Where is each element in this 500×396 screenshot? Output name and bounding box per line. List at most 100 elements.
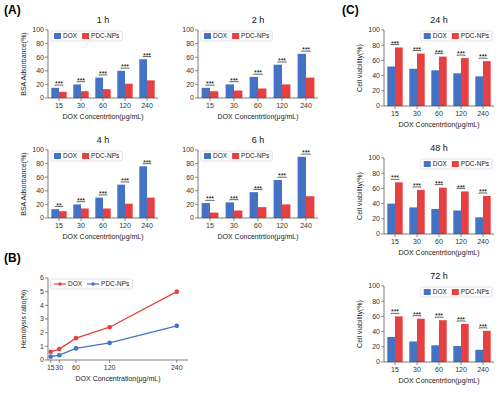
x-tick — [461, 362, 462, 365]
x-axis-line — [384, 234, 494, 235]
significance-label: *** — [121, 177, 129, 184]
x-axis-line — [384, 106, 494, 107]
x-tick — [103, 218, 104, 221]
y-tick — [381, 331, 384, 332]
significance-label: *** — [479, 323, 487, 330]
x-tick-label: 30 — [413, 110, 421, 117]
x-axis-line — [198, 98, 318, 99]
y-axis-line — [48, 150, 49, 218]
bar — [274, 65, 282, 98]
x-tick-label: 240 — [477, 238, 489, 245]
y-axis-line — [384, 158, 385, 234]
chart-title: 72 h — [430, 271, 448, 281]
x-tick-label: 120 — [455, 110, 467, 117]
bar — [210, 91, 218, 98]
bar — [125, 84, 133, 98]
x-tick — [81, 218, 82, 221]
bar — [298, 54, 306, 98]
significance-label: *** — [143, 159, 151, 166]
bar — [95, 198, 103, 218]
bar — [139, 166, 147, 218]
x-tick — [210, 218, 211, 221]
y-tick-label: 60 — [36, 54, 44, 61]
y-tick-label: 100 — [368, 282, 380, 289]
x-tick-label: 30 — [230, 222, 238, 229]
significance-label: *** — [99, 70, 107, 77]
y-tick — [381, 30, 384, 31]
y-tick — [381, 60, 384, 61]
chart: 020406080100***************1530601202402… — [342, 3, 494, 129]
significance-label: *** — [77, 77, 85, 84]
y-tick-label: 80 — [372, 42, 380, 49]
y-tick — [195, 218, 198, 219]
bar — [417, 54, 425, 106]
bar — [258, 88, 266, 98]
bar — [461, 58, 469, 106]
legend-label: DOX — [213, 32, 228, 39]
x-tick — [417, 234, 418, 237]
plot-annotations: *************** — [391, 174, 487, 195]
legend-swatch — [204, 33, 211, 39]
x-axis-label: DOX Concentrtion(μg/mL) — [398, 121, 479, 129]
bar — [250, 192, 258, 218]
legend: DOXPDC-NPs — [421, 287, 492, 297]
significance-label: *** — [457, 184, 465, 191]
significance-label: *** — [479, 53, 487, 60]
y-tick — [45, 278, 48, 279]
x-axis-label: DOX Concentrtion(μg/mL) — [217, 113, 298, 121]
y-tick-label: 80 — [36, 40, 44, 47]
x-tick-label: 240 — [141, 222, 153, 229]
panel-label: (B) — [4, 251, 21, 265]
x-tick — [282, 98, 283, 101]
point — [74, 346, 79, 351]
bar — [439, 320, 447, 362]
legend: DOXPDC-NPs — [51, 279, 132, 289]
bar — [73, 204, 81, 218]
plot-marks — [51, 59, 154, 98]
bar — [461, 191, 469, 234]
y-tick-label: 0 — [376, 230, 380, 237]
x-tick-label: 15 — [47, 364, 55, 371]
bar — [147, 80, 155, 98]
legend-frame — [51, 279, 132, 289]
y-axis-label: BSA Adsorbance(%) — [20, 152, 28, 215]
bar — [461, 324, 469, 362]
y-axis-label: Cell viability(%) — [356, 172, 364, 220]
legend-label: DOX — [63, 32, 78, 39]
x-tick — [483, 106, 484, 109]
y-tick-label: 20 — [186, 81, 194, 88]
bar — [395, 47, 403, 106]
y-tick-label: 60 — [372, 57, 380, 64]
x-tick — [234, 218, 235, 221]
x-axis-line — [48, 218, 158, 219]
chart: 0123456153060120240DOX Concentration(μg/… — [4, 251, 188, 383]
x-axis-line — [198, 218, 318, 219]
significance-label: *** — [435, 49, 443, 56]
y-tick — [381, 234, 384, 235]
y-tick-label: 80 — [36, 160, 44, 167]
x-tick — [258, 98, 259, 101]
bar — [274, 180, 282, 218]
y-tick — [381, 173, 384, 174]
y-tick-label: 100 — [182, 26, 194, 33]
bar — [431, 209, 439, 234]
y-tick-label: 40 — [372, 328, 380, 335]
bar — [483, 61, 491, 106]
panel-label: (A) — [4, 3, 21, 17]
x-tick-label: 120 — [276, 102, 288, 109]
chart: 020406080100***************1530601202406… — [182, 135, 318, 241]
x-axis-label: DOX Concentrtion(μg/mL) — [398, 377, 479, 385]
bar — [475, 217, 483, 234]
legend-swatch — [82, 153, 89, 159]
y-axis-line — [48, 278, 49, 360]
significance-label: *** — [254, 69, 262, 76]
significance-label: *** — [302, 46, 310, 53]
legend-label: DOX — [68, 280, 83, 287]
y-tick — [381, 362, 384, 363]
y-tick-label: 20 — [36, 201, 44, 208]
bar — [103, 89, 111, 98]
significance-label: *** — [278, 57, 286, 64]
x-tick — [461, 234, 462, 237]
legend: DOXPDC-NPs — [51, 31, 122, 41]
significance-label: *** — [391, 174, 399, 181]
